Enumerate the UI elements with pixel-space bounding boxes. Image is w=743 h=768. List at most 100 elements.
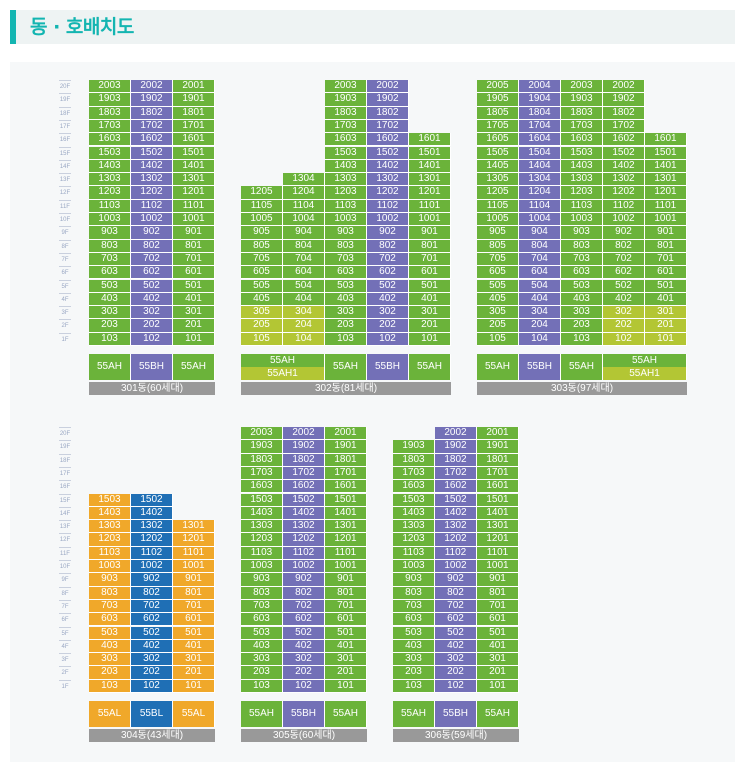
unit-cell: 703 bbox=[393, 599, 435, 614]
unit-cell: 702 bbox=[131, 599, 173, 614]
unit-cell: 1001 bbox=[477, 560, 519, 574]
unit-cell: 302 bbox=[131, 306, 173, 320]
unit-cell: 901 bbox=[477, 573, 519, 587]
unit-cell: 502 bbox=[131, 279, 173, 293]
floor-label: 2F bbox=[59, 666, 71, 679]
unit-cell: 1003 bbox=[89, 560, 131, 574]
unit-cell: 2004 bbox=[519, 80, 561, 94]
unit-type-box: 55AH bbox=[477, 354, 519, 380]
unit-cell: 1203 bbox=[561, 186, 603, 200]
unit-cell: 1203 bbox=[241, 533, 283, 547]
unit-cell: 1105 bbox=[241, 199, 283, 213]
unit-cell: 802 bbox=[603, 239, 645, 253]
unit-cell: 701 bbox=[409, 252, 451, 267]
floor-label: 14F bbox=[59, 159, 71, 173]
unit-cell: 601 bbox=[173, 613, 215, 627]
floor-label: 9F bbox=[59, 573, 71, 586]
building-label: 303동(97세대) bbox=[477, 382, 687, 395]
unit-cell: 702 bbox=[131, 252, 173, 267]
unit-cell: 604 bbox=[519, 266, 561, 280]
unit-cell: 1503 bbox=[89, 493, 131, 507]
floor-label: 4F bbox=[59, 639, 71, 653]
unit-cell: 1402 bbox=[283, 506, 325, 521]
unit-cell: 703 bbox=[325, 252, 367, 267]
building-label: 301동(60세대) bbox=[89, 382, 215, 395]
unit-cell: 1103 bbox=[241, 546, 283, 560]
unit-type-box: 55BH bbox=[519, 354, 561, 380]
unit-cell: 101 bbox=[645, 332, 687, 346]
unit-cell: 1304 bbox=[283, 173, 325, 187]
unit-cell: 1202 bbox=[367, 186, 409, 200]
unit-type-box: 55AL bbox=[173, 701, 215, 727]
unit-cell: 801 bbox=[477, 586, 519, 600]
unit-cell: 1102 bbox=[367, 199, 409, 213]
unit-cell: 301 bbox=[477, 653, 519, 667]
unit-cell: 203 bbox=[325, 319, 367, 333]
unit-cell: 403 bbox=[241, 639, 283, 654]
unit-cell: 1501 bbox=[477, 493, 519, 507]
unit-cell: 1302 bbox=[131, 173, 173, 187]
unit-cell: 403 bbox=[325, 292, 367, 307]
unit-cell: 1804 bbox=[519, 106, 561, 120]
unit-cell: 202 bbox=[435, 666, 477, 680]
unit-cell: 2003 bbox=[241, 427, 283, 441]
floor-label: 1F bbox=[59, 679, 71, 693]
unit-cell: 802 bbox=[131, 239, 173, 253]
unit-cell: 1203 bbox=[89, 533, 131, 547]
unit-cell: 503 bbox=[561, 279, 603, 293]
unit-cell: 1002 bbox=[435, 560, 477, 574]
unit-cell: 902 bbox=[283, 573, 325, 587]
unit-cell: 1602 bbox=[283, 480, 325, 494]
unit-cell: 2002 bbox=[435, 427, 477, 441]
unit-cell: 1404 bbox=[519, 159, 561, 174]
unit-cell: 2003 bbox=[561, 80, 603, 94]
unit-cell: 803 bbox=[89, 586, 131, 600]
unit-cell: 403 bbox=[393, 639, 435, 654]
unit-cell: 1702 bbox=[131, 119, 173, 134]
unit-cell: 201 bbox=[173, 666, 215, 680]
unit-cell: 1904 bbox=[519, 93, 561, 107]
unit-cell: 902 bbox=[131, 573, 173, 587]
unit-cell: 1204 bbox=[283, 186, 325, 200]
floor-label: 16F bbox=[59, 480, 71, 493]
unit-cell: 304 bbox=[519, 306, 561, 320]
unit-cell: 1502 bbox=[435, 493, 477, 507]
unit-cell: 1004 bbox=[283, 213, 325, 227]
unit-cell: 601 bbox=[409, 266, 451, 280]
unit-cell: 1101 bbox=[645, 199, 687, 213]
unit-cell: 1401 bbox=[173, 159, 215, 174]
unit-cell: 1803 bbox=[393, 453, 435, 467]
unit-cell: 2001 bbox=[173, 80, 215, 94]
unit-cell: 1005 bbox=[477, 213, 519, 227]
unit-cell: 1204 bbox=[519, 186, 561, 200]
floor-label: 17F bbox=[59, 466, 71, 480]
unit-type-box: 55BH bbox=[283, 701, 325, 727]
unit-cell: 503 bbox=[325, 279, 367, 293]
unit-cell: 801 bbox=[173, 586, 215, 600]
unit-cell: 602 bbox=[603, 266, 645, 280]
unit-cell: 302 bbox=[283, 653, 325, 667]
unit-cell: 1703 bbox=[393, 466, 435, 481]
unit-cell: 903 bbox=[393, 573, 435, 587]
unit-type-box: 55BH bbox=[435, 701, 477, 727]
unit-cell: 1501 bbox=[645, 146, 687, 160]
unit-cell: 1201 bbox=[325, 533, 367, 547]
unit-cell: 1205 bbox=[477, 186, 519, 200]
unit-type-box: 55BH bbox=[131, 354, 173, 380]
unit-cell: 1802 bbox=[131, 106, 173, 120]
unit-cell: 903 bbox=[89, 573, 131, 587]
unit-cell: 901 bbox=[173, 573, 215, 587]
unit-cell: 602 bbox=[283, 613, 325, 627]
unit-cell: 101 bbox=[173, 332, 215, 346]
unit-cell: 402 bbox=[603, 292, 645, 307]
unit-cell: 1805 bbox=[477, 106, 519, 120]
unit-cell: 401 bbox=[173, 292, 215, 307]
unit-cell: 803 bbox=[241, 586, 283, 600]
unit-type-box: 55AH bbox=[241, 354, 325, 367]
unit-cell: 1702 bbox=[367, 119, 409, 134]
floor-label: 15F bbox=[59, 146, 71, 160]
floor-label: 8F bbox=[59, 239, 71, 253]
unit-cell: 1902 bbox=[367, 93, 409, 107]
unit-cell: 1803 bbox=[561, 106, 603, 120]
unit-cell: 203 bbox=[393, 666, 435, 680]
